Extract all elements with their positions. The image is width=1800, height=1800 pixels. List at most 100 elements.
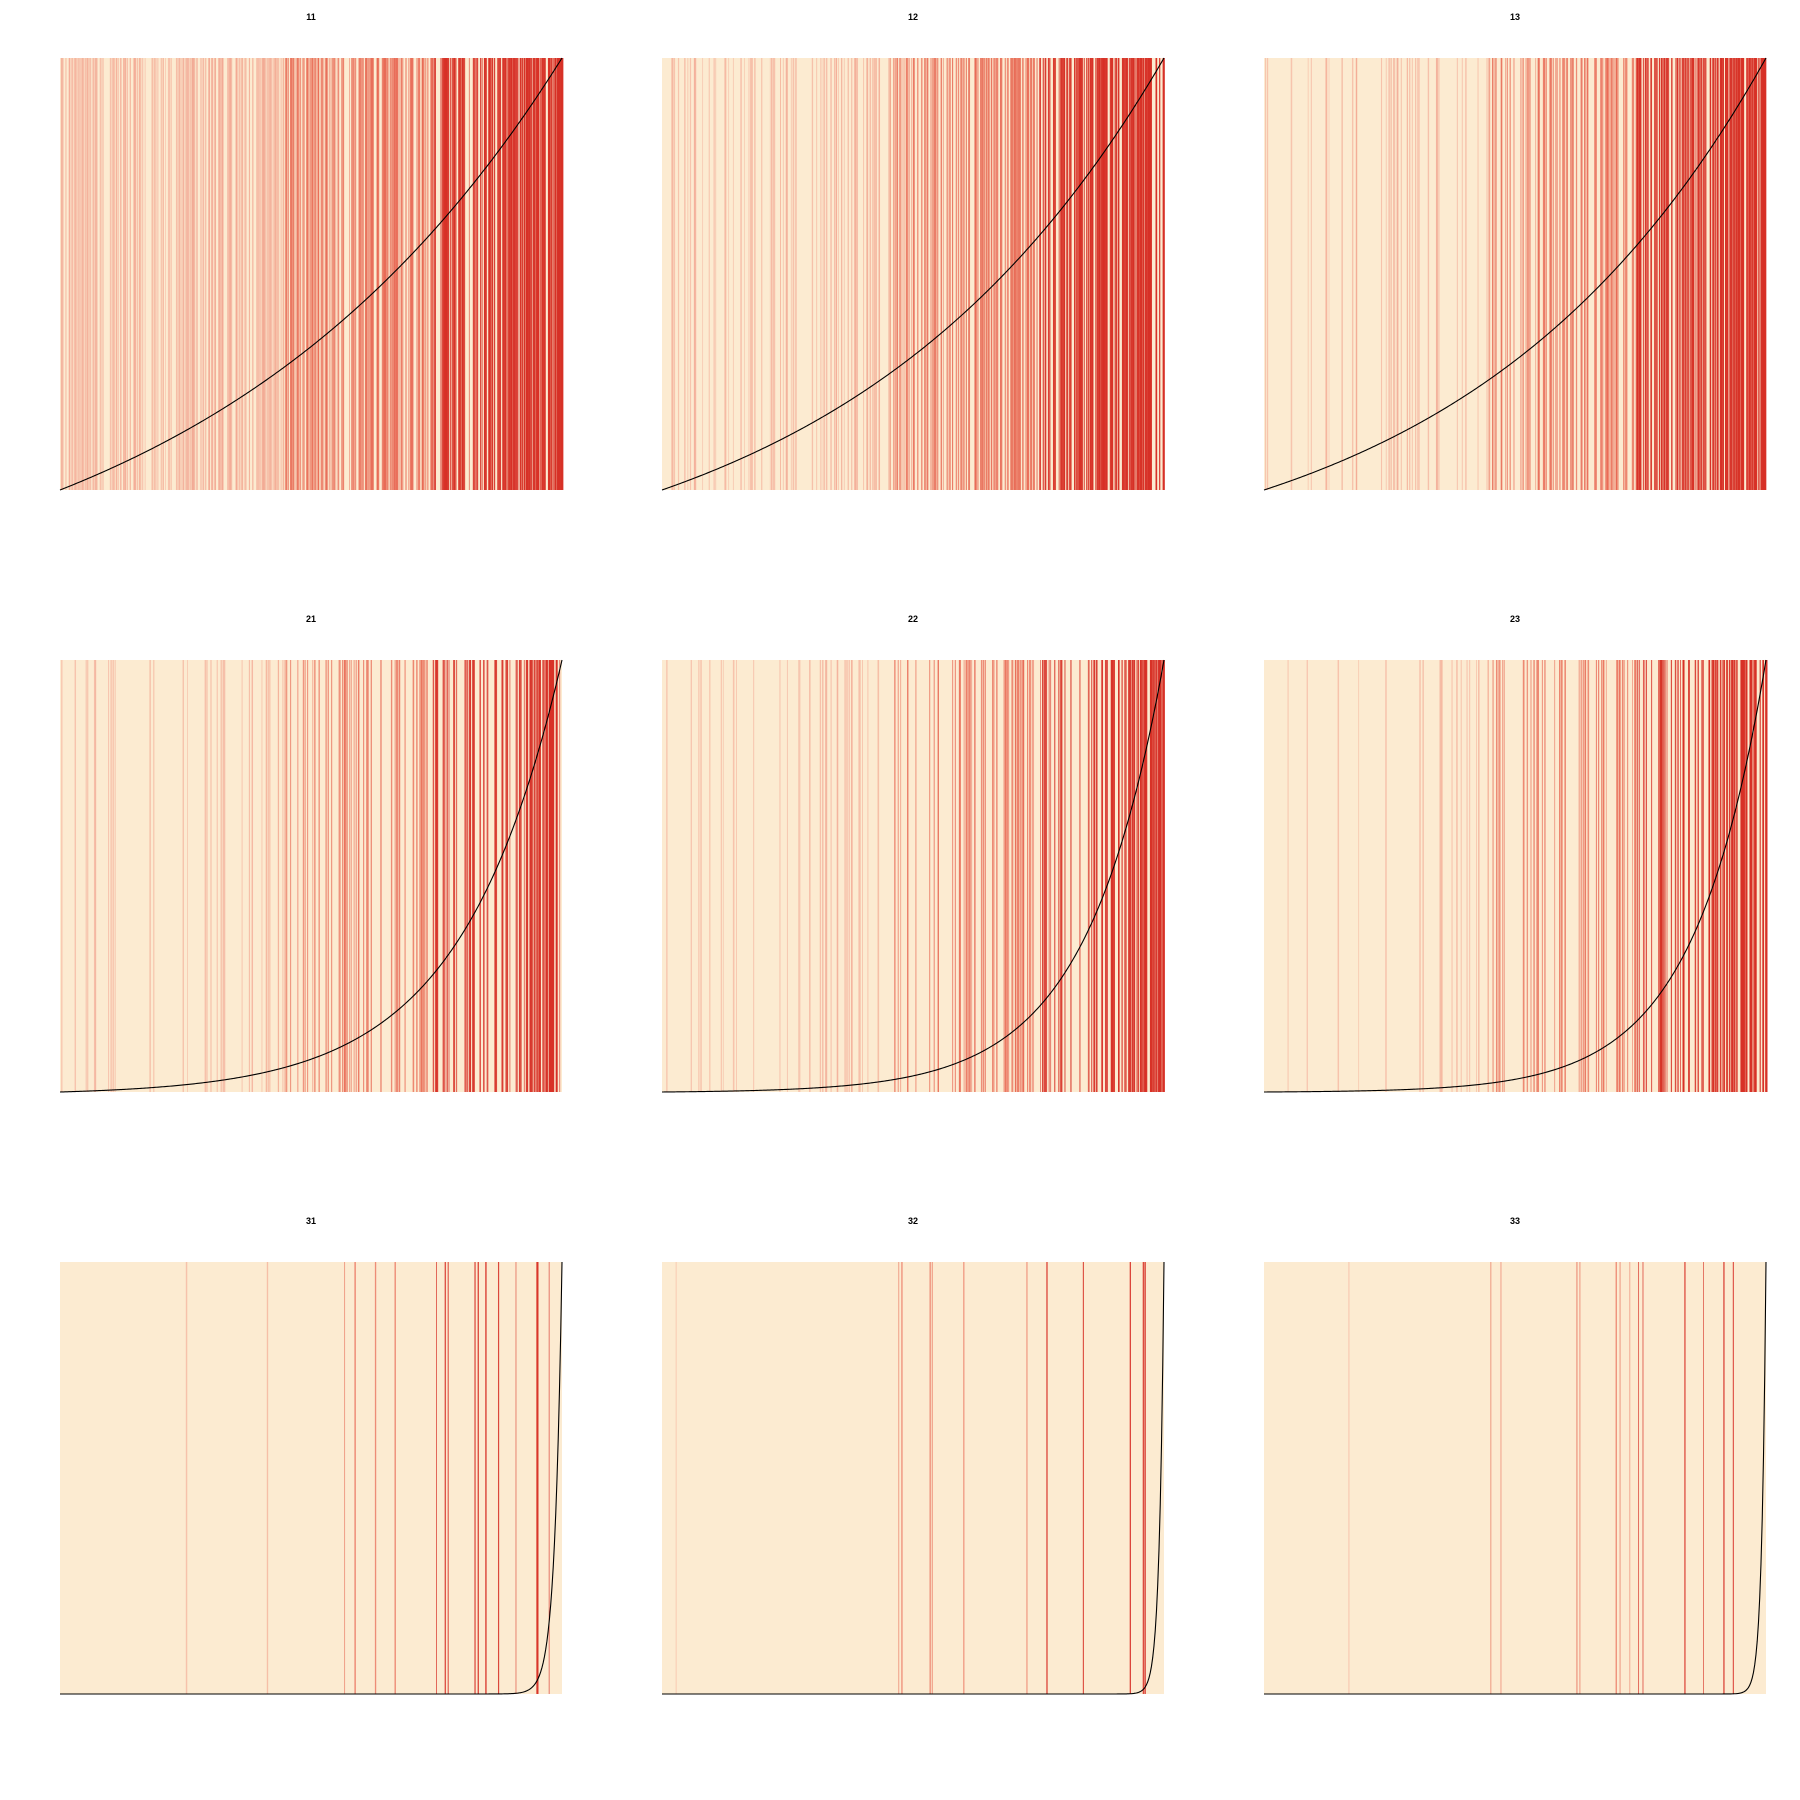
event-stripe (1723, 660, 1725, 1092)
event-stripe (214, 58, 216, 490)
event-stripe (528, 58, 530, 490)
event-stripe (878, 58, 881, 490)
event-stripe (526, 660, 529, 1092)
event-stripe (671, 58, 674, 490)
event-stripe (936, 58, 939, 490)
event-stripe (971, 660, 973, 1092)
event-stripe (421, 58, 423, 490)
event-stripe (497, 58, 499, 490)
event-stripe (252, 58, 254, 490)
event-stripe (1419, 660, 1421, 1092)
event-stripe (397, 58, 399, 490)
event-stripe (337, 58, 339, 490)
event-stripe (1489, 58, 1491, 490)
event-stripe (1020, 660, 1022, 1092)
event-stripe (666, 660, 668, 1092)
event-stripe (504, 58, 507, 490)
event-stripe (1150, 660, 1152, 1092)
event-stripe (267, 660, 269, 1092)
event-stripe (1460, 660, 1462, 1092)
event-stripe (823, 58, 825, 490)
event-stripe (1651, 660, 1653, 1092)
event-stripe (1587, 660, 1590, 1092)
event-stripe (894, 660, 896, 1092)
event-stripe (1733, 660, 1735, 1092)
event-stripe (1559, 660, 1561, 1092)
event-stripe (725, 58, 727, 490)
event-stripe (1465, 58, 1467, 490)
event-stripe (1411, 58, 1413, 490)
event-stripe (1104, 58, 1106, 490)
event-stripe (1541, 660, 1543, 1092)
event-stripe (1040, 660, 1041, 1092)
event-stripe (510, 58, 512, 490)
event-stripe (367, 58, 369, 490)
event-stripe (129, 58, 131, 490)
event-stripe (550, 58, 552, 490)
event-stripe (79, 58, 81, 490)
event-stripe (969, 660, 971, 1092)
event-stripe (1542, 58, 1545, 490)
event-stripe (306, 58, 308, 490)
event-stripe (112, 660, 114, 1092)
event-stripe (293, 58, 294, 490)
event-stripe (1617, 58, 1619, 490)
event-stripe (363, 58, 364, 490)
event-stripe (551, 58, 552, 490)
event-stripe (87, 660, 89, 1092)
event-stripe (1066, 58, 1068, 490)
event-stripe (169, 58, 171, 490)
event-stripe (1523, 660, 1525, 1092)
event-stripe (1656, 58, 1658, 490)
event-stripe (1310, 58, 1312, 490)
event-stripe (461, 58, 463, 490)
event-stripe (754, 58, 756, 490)
event-stripe (1710, 58, 1711, 490)
event-stripe (442, 660, 445, 1092)
event-stripe (1290, 58, 1293, 490)
event-stripe (786, 58, 788, 490)
event-stripe (1030, 58, 1033, 490)
panel-31: 31 (60, 1216, 563, 1695)
event-stripe (830, 58, 832, 490)
event-stripe (303, 660, 305, 1092)
event-stripe (977, 58, 979, 490)
event-stripe (1004, 660, 1006, 1092)
event-stripe (182, 660, 184, 1092)
event-stripe (287, 58, 289, 490)
event-stripe (1566, 58, 1568, 490)
event-stripe (554, 58, 557, 490)
event-stripe (968, 58, 969, 490)
event-stripe (1586, 58, 1588, 490)
event-stripe (1659, 58, 1660, 490)
event-stripe (278, 660, 279, 1092)
event-stripe (188, 58, 190, 490)
event-stripe (1126, 58, 1127, 490)
event-stripe (1753, 58, 1756, 490)
event-stripe (134, 58, 136, 490)
event-stripe (1110, 660, 1112, 1092)
event-stripe (959, 660, 961, 1092)
event-stripe (399, 660, 401, 1092)
event-stripe (1751, 58, 1753, 490)
event-stripe (1764, 58, 1766, 490)
event-stripe (515, 58, 516, 490)
event-stripe (1054, 58, 1057, 490)
event-stripe (1144, 660, 1146, 1092)
event-stripe (1505, 58, 1506, 490)
event-stripe (917, 58, 919, 490)
cumulative-curve (1263, 659, 1767, 1093)
event-stripe (1600, 58, 1602, 490)
event-stripe (448, 58, 450, 490)
event-stripe (1753, 58, 1755, 490)
event-stripe (1053, 58, 1055, 490)
event-stripe (394, 660, 396, 1092)
event-stripe (344, 1262, 346, 1694)
event-stripe (1654, 58, 1656, 490)
event-stripe (193, 58, 196, 490)
event-stripe (1144, 660, 1147, 1092)
event-stripe (1635, 58, 1637, 490)
event-stripe (153, 58, 155, 490)
event-stripe (386, 58, 388, 490)
event-stripe (877, 660, 880, 1092)
